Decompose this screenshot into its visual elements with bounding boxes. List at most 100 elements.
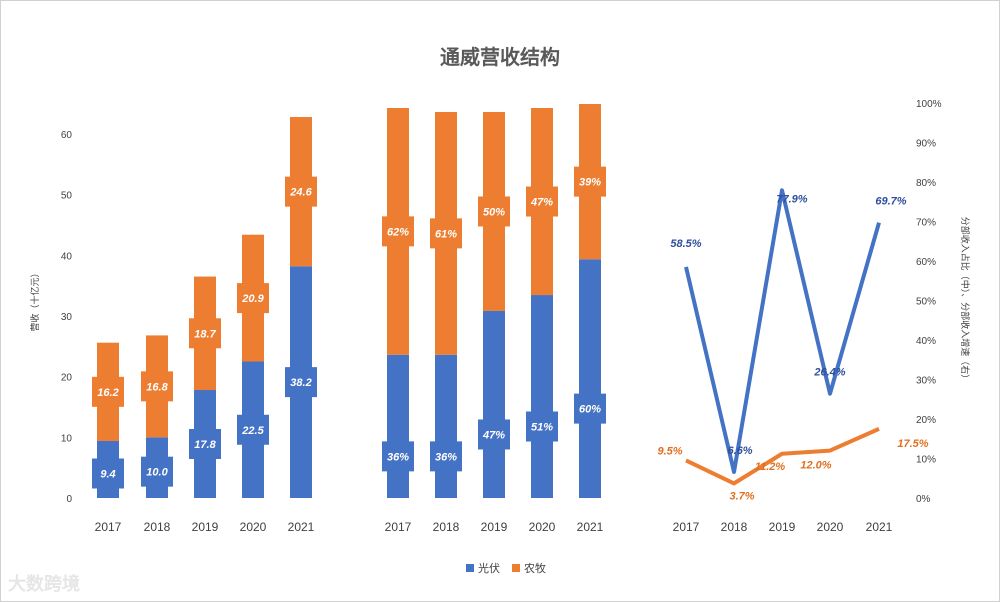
x-tick-0-2018: 2018: [144, 520, 171, 534]
share-label-ag-2019-box: [478, 196, 510, 227]
x-tick-1-2021: 2021: [577, 520, 604, 534]
x-tick-2-2021: 2021: [866, 520, 893, 534]
share-label-pv-2018-box: [430, 441, 462, 472]
right-axis-title: 分部收入占比（中）、分部收入增速（右）: [960, 217, 971, 384]
x-tick-1-2018: 2018: [433, 520, 460, 534]
line-光伏: [684, 188, 881, 474]
share-pv-2019: [483, 310, 505, 498]
right-y-axis: 0% 10% 20% 30% 40% 50% 60% 70% 80% 90% 100%: [916, 99, 942, 505]
left-y-tick: 40: [61, 251, 73, 262]
legend-label-农牧: 农牧: [524, 561, 546, 575]
label-ag-2021: 24.6: [289, 187, 312, 199]
right-y-tick: 40%: [916, 336, 936, 347]
label-ag-2020: 20.9: [241, 293, 264, 305]
x-tick-2-2020: 2020: [817, 520, 844, 534]
label-pv-2019: 17.8: [194, 439, 216, 451]
x-tick-0-2019: 2019: [192, 520, 219, 534]
right-y-tick: 50%: [916, 297, 936, 308]
right-y-tick: 10%: [916, 455, 936, 466]
share-pv-2020: [531, 295, 553, 498]
right-y-tick: 0%: [916, 494, 931, 505]
label-ag-2019-box: [189, 318, 221, 349]
label-ag-2017-box: [92, 376, 124, 407]
share-pv-2021: [579, 259, 601, 498]
x-tick-1-2019: 2019: [481, 520, 508, 534]
revenue-bars: 9.4 16.2 10.0 16.8 17.8 18.7 22.5 20.9 38.2 24.6: [92, 117, 317, 498]
left-y-tick: 20: [61, 373, 73, 384]
share-pv-2017: [387, 354, 409, 498]
line-label-光伏-2021: 69.7%: [875, 196, 906, 208]
label-ag-2018: 16.8: [146, 381, 168, 393]
line-label-光伏-2017: 58.5%: [670, 238, 701, 250]
label-pv-2021: 38.2: [290, 377, 311, 389]
watermark: 大数跨境: [8, 574, 80, 594]
share-label-pv-2017: 36%: [387, 451, 409, 463]
label-ag-2018-box: [141, 371, 173, 402]
x-tick-1-2017: 2017: [385, 520, 412, 534]
label-pv-2019-box: [189, 429, 221, 460]
x-tick-1-2020: 2020: [529, 520, 556, 534]
label-pv-2020-box: [237, 414, 269, 445]
share-label-pv-2019-box: [478, 419, 510, 450]
x-tick-2-2018: 2018: [721, 520, 748, 534]
line-label-光伏-2019: 77.9%: [776, 193, 807, 205]
line-label-农牧-2021: 17.5%: [897, 438, 928, 450]
share-label-pv-2017-box: [382, 441, 414, 472]
share-label-pv-2020: 51%: [531, 422, 553, 434]
left-y-axis: 0 10 20 30 40 50 60: [61, 130, 73, 505]
line-label-农牧-2019: 11.2%: [755, 461, 786, 473]
line-label-光伏-2020: 26.4%: [813, 367, 845, 379]
right-y-tick: 30%: [916, 376, 936, 387]
share-label-ag-2017: 62%: [387, 226, 409, 238]
legend-swatch-农牧: [512, 564, 520, 572]
x-tick-0-2021: 2021: [288, 520, 315, 534]
left-y-tick: 30: [61, 312, 73, 323]
share-label-ag-2020-box: [526, 186, 558, 217]
legend-swatch-光伏: [466, 564, 474, 572]
share-label-ag-2017-box: [382, 216, 414, 247]
line-label-农牧-2018: 3.7%: [729, 490, 754, 502]
share-label-ag-2021: 39%: [579, 177, 601, 189]
right-y-tick: 100%: [916, 99, 942, 110]
share-label-pv-2019: 47%: [482, 429, 505, 441]
label-pv-2017: 9.4: [100, 468, 115, 480]
label-pv-2020: 22.5: [241, 425, 264, 437]
x-tick-0-2017: 2017: [95, 520, 122, 534]
x-tick-2-2017: 2017: [673, 520, 700, 534]
label-ag-2020-box: [237, 283, 269, 314]
chart-title: 通威营收结构: [440, 45, 560, 69]
share-bars: 36% 62% 36% 61% 47% 50% 51% 47% 60% 39%: [382, 104, 606, 498]
right-y-tick: 90%: [916, 139, 936, 150]
left-y-tick: 50: [61, 191, 73, 202]
right-y-tick: 60%: [916, 257, 936, 268]
label-pv-2021-box: [285, 367, 317, 398]
growth-lines: 58.5% 6.6% 77.9% 26.4% 69.7% 9.5% 3.7% 11.2% 12.…: [657, 188, 929, 502]
share-pv-2018: [435, 354, 457, 498]
share-label-pv-2021: 60%: [579, 404, 601, 416]
line-label-农牧-2020: 12.0%: [800, 460, 831, 472]
share-label-ag-2018: 61%: [435, 228, 457, 240]
label-pv-2018-box: [141, 456, 173, 487]
x-tick-0-2020: 2020: [240, 520, 267, 534]
left-y-tick: 10: [61, 433, 73, 444]
share-label-pv-2018: 36%: [435, 451, 457, 463]
x-axis-labels: 2017 2018 2019 2020 2021 2017 2018 2019 2020 2021…: [95, 520, 893, 534]
legend: 光伏 农牧: [466, 561, 546, 575]
left-axis-title: 营收（十亿元）: [29, 268, 40, 331]
label-ag-2017: 16.2: [97, 387, 118, 399]
x-tick-2-2019: 2019: [769, 520, 796, 534]
share-label-pv-2020-box: [526, 411, 558, 442]
share-label-ag-2020: 47%: [530, 197, 553, 209]
line-label-光伏-2018: 6.6%: [727, 445, 752, 457]
label-ag-2019: 18.7: [194, 328, 216, 340]
label-ag-2021-box: [285, 176, 317, 207]
share-label-ag-2021-box: [574, 166, 606, 197]
line-label-农牧-2017: 9.5%: [657, 445, 682, 457]
label-pv-2018: 10.0: [146, 467, 168, 479]
share-label-ag-2018-box: [430, 218, 462, 249]
share-label-pv-2021-box: [574, 393, 606, 424]
left-y-tick: 0: [66, 494, 72, 505]
legend-label-光伏: 光伏: [478, 561, 500, 575]
share-label-ag-2019: 50%: [483, 206, 505, 218]
